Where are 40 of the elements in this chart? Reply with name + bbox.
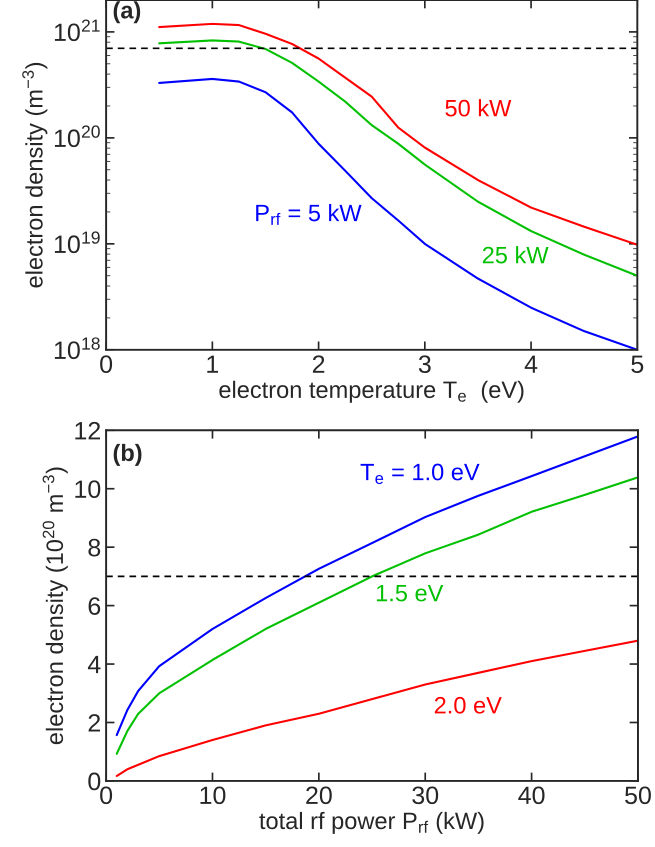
- y-tick-label: 10: [75, 480, 100, 498]
- series-label: P$_{rf}$ = 5 kW: [256, 204, 362, 225]
- x-tick-label: 0: [100, 355, 112, 374]
- series-label: 50 kW: [445, 99, 512, 117]
- x-tick-label: 10: [200, 786, 226, 804]
- line-series: [116, 435, 638, 736]
- x-tick-label: 40: [518, 786, 545, 804]
- line-series: [158, 78, 638, 350]
- y-tick-label: 12: [75, 422, 100, 440]
- y-tick-label: 6: [88, 597, 100, 615]
- x-tick-label: 0: [100, 786, 112, 804]
- x-tick-label: 3: [418, 355, 431, 374]
- x-tick-label: 30: [412, 786, 438, 804]
- series-label: T$_{e}$ = 1.0 eV: [360, 464, 480, 484]
- series-label: 2.0 eV: [434, 696, 502, 714]
- y-tick-label: 8: [88, 538, 100, 556]
- x-axis-title: total rf power P$_{rf}$ (kW): [259, 812, 484, 834]
- x-tick-label: 50: [625, 786, 651, 804]
- x-tick-label: 2: [312, 355, 324, 373]
- series-label: 25 kW: [482, 246, 549, 264]
- y-tick-label: 0: [88, 772, 100, 790]
- y-tick-label: 10$^{20}$: [54, 125, 100, 148]
- y-axis-title: electron density (m$^{−3}$): [22, 62, 48, 288]
- y-tick-label: 10$^{18}$: [54, 337, 100, 360]
- y-tick-label: 4: [88, 656, 101, 674]
- x-tick-label: 4: [524, 356, 538, 373]
- y-tick-label: 2: [88, 714, 100, 732]
- line-series: [158, 39, 638, 277]
- x-tick-label: 20: [306, 786, 332, 804]
- x-tick-label: 1: [207, 356, 218, 373]
- x-axis-title: electron temperature T$_{e}$ (eV): [219, 380, 524, 403]
- y-tick-label: 10$^{19}$: [54, 231, 100, 254]
- series-label: 1.5 eV: [376, 584, 444, 602]
- y-tick-label: 10$^{21}$: [54, 19, 100, 42]
- line-series: [158, 22, 638, 246]
- line-series: [116, 640, 638, 778]
- y-axis-title: electron density (10$^{20}$ m$^{−3}$): [42, 468, 68, 744]
- annotation: (a): [114, 1, 140, 24]
- x-tick-label: 5: [631, 356, 644, 374]
- annotation: (b): [114, 444, 142, 466]
